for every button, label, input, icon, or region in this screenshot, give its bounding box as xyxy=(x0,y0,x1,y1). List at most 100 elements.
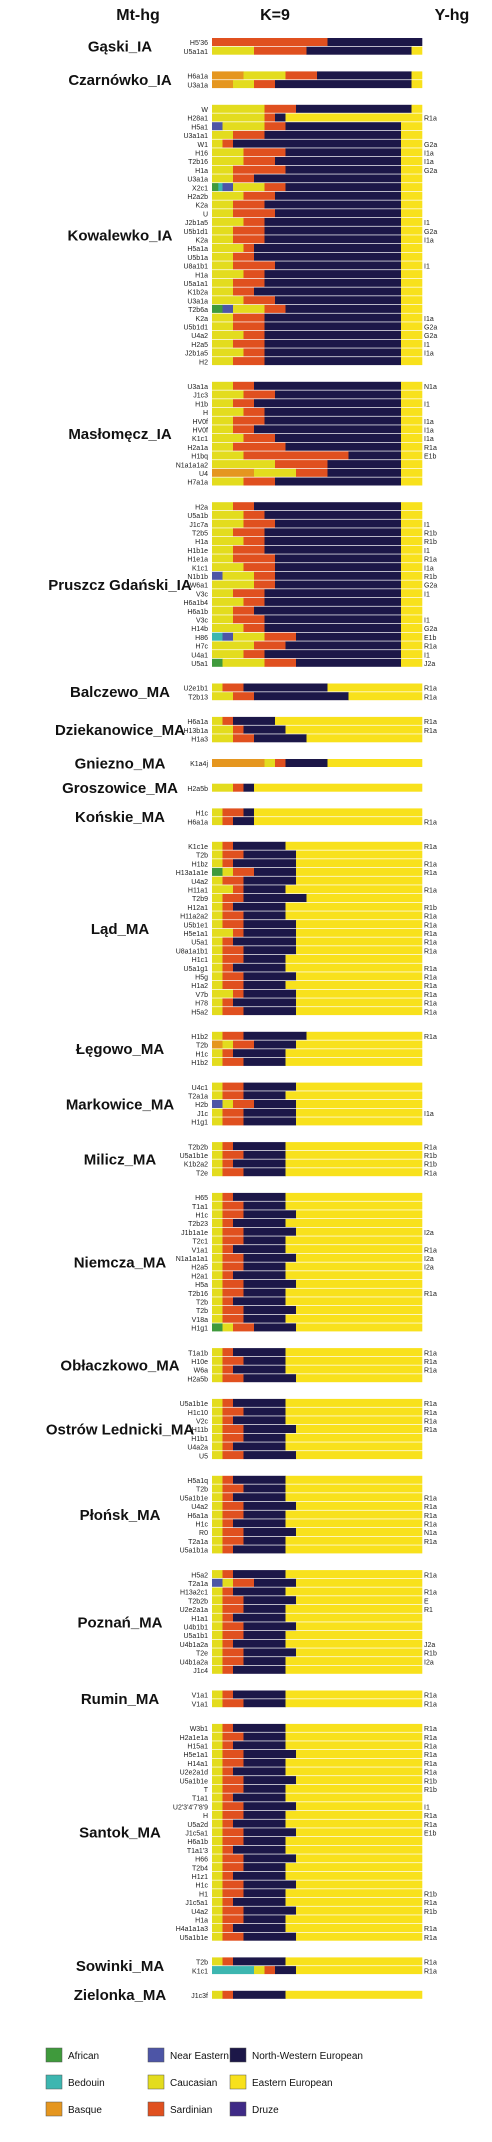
bar-segment-african xyxy=(212,1323,223,1332)
bar-segment-north-western-european xyxy=(264,278,402,287)
bar-segment-sardinian xyxy=(222,1142,234,1151)
bar-segment-north-western-european xyxy=(243,954,286,963)
y-haplogroup-label: I1a xyxy=(424,238,434,245)
mt-haplogroup-label: V1a1 xyxy=(192,1693,208,1700)
bar-segment-north-western-european xyxy=(327,460,402,469)
bar-segment-eastern-european xyxy=(296,1253,423,1262)
bar-segment-sardinian xyxy=(254,580,276,589)
bar-segment-caucasian xyxy=(212,850,223,859)
bar-segment-eastern-european xyxy=(306,734,423,743)
bar-segment-north-western-european xyxy=(275,113,286,122)
bar-segment-north-western-european xyxy=(243,885,286,894)
bar-segment-eastern-european xyxy=(296,1374,423,1383)
bar-segment-eastern-european xyxy=(296,876,423,885)
bar-segment-caucasian xyxy=(212,859,223,868)
y-haplogroup-label: R1a xyxy=(424,1926,437,1933)
bar-segment-caucasian xyxy=(212,537,244,545)
bar-segment-sardinian xyxy=(233,130,265,139)
bar-segment-eastern-european xyxy=(401,589,423,598)
bar-segment-north-western-european xyxy=(254,1100,297,1108)
group-label: Dziekanowice_MA xyxy=(55,722,185,739)
y-haplogroup-label: R1a xyxy=(424,1693,437,1700)
y-haplogroup-label: R1b xyxy=(424,1778,437,1785)
mt-haplogroup-label: H1g1 xyxy=(191,1120,208,1127)
bar-segment-north-western-european xyxy=(243,1750,297,1758)
bar-segment-north-western-european xyxy=(243,1889,286,1898)
group-label: Niemcza_MA xyxy=(74,1255,167,1272)
bar-segment-eastern-european xyxy=(285,1897,423,1906)
bar-segment-caucasian xyxy=(212,1758,223,1767)
bar-segment-eastern-european xyxy=(296,1451,423,1460)
bar-segment-sardinian xyxy=(222,954,244,963)
bar-segment-eastern-european xyxy=(296,850,423,859)
bar-segment-sardinian xyxy=(233,734,255,743)
y-haplogroup-label: R1a xyxy=(424,1900,437,1907)
mt-haplogroup-label: H xyxy=(203,1813,208,1820)
bar-segment-caucasian xyxy=(212,1210,223,1219)
bar-segment-north-western-european xyxy=(243,1776,297,1785)
bar-segment-sardinian xyxy=(233,1578,255,1587)
y-haplogroup-label: R1b xyxy=(424,1787,437,1794)
bar-segment-north-western-european xyxy=(275,191,402,200)
bar-segment-caucasian xyxy=(212,972,223,981)
bar-segment-eastern-european xyxy=(296,1578,423,1587)
bar-segment-caucasian xyxy=(212,1150,223,1159)
y-haplogroup-label: R1b xyxy=(424,1651,437,1658)
bar-segment-eastern-european xyxy=(296,1100,423,1108)
bar-segment-eastern-european xyxy=(401,287,423,296)
bar-segment-eastern-european xyxy=(285,1604,423,1613)
bar-segment-north-western-european xyxy=(254,502,402,511)
mt-haplogroup-label: T2b2b xyxy=(188,1144,208,1151)
y-haplogroup-label: R1a xyxy=(424,1144,437,1151)
bar-segment-north-western-european xyxy=(275,580,402,589)
bar-segment-caucasian xyxy=(212,1810,223,1819)
bar-segment-sardinian xyxy=(222,1262,244,1271)
mt-haplogroup-label: J1c7a xyxy=(189,522,208,529)
bar-segment-caucasian xyxy=(212,502,234,511)
mt-haplogroup-label: T2b xyxy=(196,853,208,860)
legend-swatch xyxy=(147,2047,165,2063)
mt-haplogroup-label: U3a1a xyxy=(187,177,208,184)
y-haplogroup-label: R1a xyxy=(424,975,437,982)
bar-segment-caucasian xyxy=(212,1192,223,1201)
bar-segment-sardinian xyxy=(233,589,265,598)
bar-segment-sardinian xyxy=(233,339,265,348)
bar-segment-north-western-european xyxy=(233,1819,286,1828)
bar-segment-sardinian xyxy=(233,322,265,331)
y-haplogroup-label: R1a xyxy=(424,1427,437,1434)
bar-segment-eastern-european xyxy=(401,357,423,366)
bar-segment-north-western-european xyxy=(285,165,402,174)
bar-segment-sardinian xyxy=(222,1723,234,1732)
bar-segment-north-western-european xyxy=(275,554,402,563)
mt-haplogroup-label: H5a1q xyxy=(187,1478,208,1485)
bar-segment-sardinian xyxy=(222,1168,244,1177)
bar-segment-caucasian xyxy=(212,1297,223,1306)
bar-segment-caucasian xyxy=(212,946,223,955)
bar-segment-caucasian xyxy=(233,80,255,89)
bar-segment-caucasian xyxy=(212,1897,223,1906)
bar-segment-eastern-european xyxy=(401,209,423,218)
bar-segment-caucasian xyxy=(212,1665,223,1674)
mt-haplogroup-label: T xyxy=(204,1787,209,1794)
mt-haplogroup-label: U2e2a1d xyxy=(180,1770,209,1777)
legend-label: Druze xyxy=(252,2105,279,2116)
bar-segment-bedouin xyxy=(212,632,223,641)
bar-segment-sardinian xyxy=(222,1776,244,1785)
bar-segment-sardinian xyxy=(275,460,328,469)
group-label: Gąski_IA xyxy=(88,39,152,56)
group-label: Końskie_MA xyxy=(75,809,165,826)
mt-haplogroup-label: U4 xyxy=(199,471,208,478)
bar-segment-caucasian xyxy=(212,554,234,563)
y-haplogroup-label: I2a xyxy=(424,1265,434,1272)
bar-segment-sardinian xyxy=(222,1957,234,1966)
bar-segment-eastern-european xyxy=(327,683,423,692)
mt-haplogroup-label: H6a1a xyxy=(187,719,208,726)
bar-segment-eastern-european xyxy=(401,624,423,632)
bar-segment-basque xyxy=(212,468,255,477)
bar-segment-eastern-european xyxy=(285,1510,423,1519)
bar-segment-eastern-european xyxy=(296,1117,423,1126)
bar-segment-caucasian xyxy=(212,252,234,261)
bar-segment-north-western-european xyxy=(233,817,255,826)
bar-segment-basque xyxy=(212,759,265,767)
bar-segment-eastern-european xyxy=(285,1587,423,1596)
